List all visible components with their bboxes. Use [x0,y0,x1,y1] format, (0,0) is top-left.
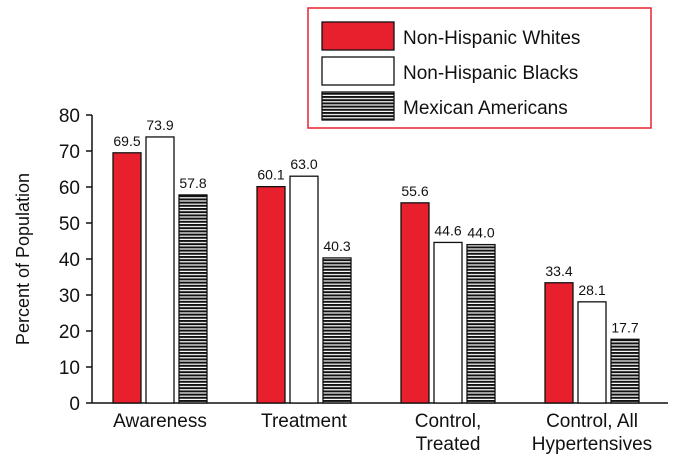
data-label: 17.7 [611,319,638,335]
data-label: 57.8 [179,175,206,191]
y-tick-label: 80 [59,106,80,127]
data-label: 63.0 [290,156,317,172]
bar [112,152,142,404]
category-label: Control, All [546,411,638,432]
bar [466,243,496,404]
data-label: 40.3 [323,238,350,254]
bar [322,257,352,404]
data-label: 55.6 [401,183,428,199]
data-label: 60.1 [257,167,284,183]
y-tick-label: 0 [69,394,80,415]
bar [610,338,640,404]
data-label: 69.5 [113,133,140,149]
bar [577,301,607,404]
y-tick-label: 50 [59,214,80,235]
category-label: Treatment [261,411,348,432]
bar [145,136,175,404]
y-tick-label: 40 [59,250,80,271]
y-tick-label: 10 [59,358,80,379]
y-tick-label: 70 [59,142,80,163]
data-label: 73.9 [146,117,173,133]
labels: 69.5 60.1 55.6 33.4 73.9 63.0 44.6 28.1 57.8 40.3… [113,117,652,455]
bar [256,185,286,404]
legend-label: Non-Hispanic Whites [403,28,580,49]
y-tick-label: 60 [59,178,80,199]
y-tick-label: 20 [59,322,80,343]
data-label: 44.0 [467,225,494,241]
legend-swatch [321,21,395,51]
bar [433,241,463,404]
legend-swatch [321,91,395,121]
data-label: 44.6 [434,222,461,238]
category-label: Awareness [113,411,207,432]
bar [178,194,208,404]
legend-label: Non-Hispanic Blacks [403,63,578,84]
category-label: Treated [416,434,481,455]
category-label: Hypertensives [532,434,652,455]
bar [400,202,430,404]
bar [289,175,319,404]
bars [112,136,640,404]
axes: 0 10 20 30 40 50 60 70 80 Percent of Population [13,106,668,415]
y-tick-label: 30 [59,286,80,307]
legend-swatch [321,56,395,86]
data-label: 33.4 [545,263,572,279]
bar [544,282,574,404]
y-axis-title: Percent of Population [13,173,33,345]
legend-label: Mexican Americans [403,98,568,119]
data-label: 28.1 [578,282,605,298]
category-label: Control, [415,411,482,432]
legend: Non-Hispanic Whites Non-Hispanic Blacks Me… [307,7,652,129]
